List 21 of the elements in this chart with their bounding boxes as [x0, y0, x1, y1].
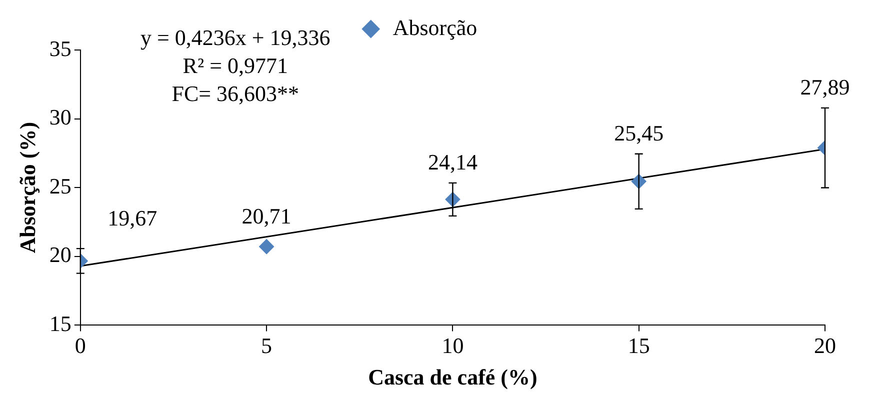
y-tick-label: 15	[49, 310, 72, 336]
x-tick-label: 10	[442, 333, 464, 358]
text: y = 0,4236x + 19,336	[140, 24, 330, 50]
y-tick-label: 25	[49, 173, 72, 198]
y-tick-label: 35	[49, 36, 72, 61]
data-label: 24,14	[428, 150, 478, 175]
data-label: 20,71	[242, 203, 292, 228]
legend-label: Absorção	[392, 14, 478, 40]
x-tick-label: 0	[74, 333, 86, 358]
data-label: 25,45	[614, 120, 664, 146]
x-tick-label: 5	[261, 333, 272, 358]
annotation: R² = 0,9771	[182, 52, 288, 78]
x-tick-label: 20	[814, 333, 836, 358]
y-tick-label: 20	[49, 242, 72, 268]
y-tick-label: 30	[49, 104, 72, 130]
annotation: FC= 36,603**	[172, 80, 300, 106]
x-tick-label: 15	[628, 333, 650, 358]
y-axis-title: Absorção (%)	[14, 122, 40, 254]
data-label: 27,89	[800, 74, 850, 100]
data-label: 19,67	[108, 205, 158, 230]
x-axis-title: Casca de café (%)	[368, 364, 538, 390]
